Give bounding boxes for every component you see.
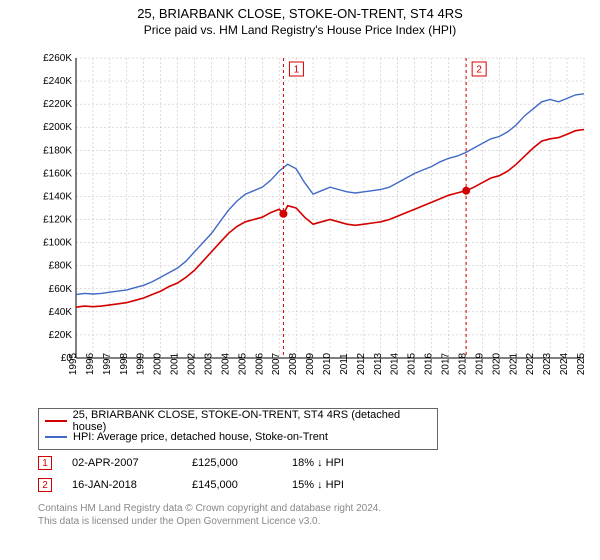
chart-subtitle: Price paid vs. HM Land Registry's House … <box>0 23 600 37</box>
sale-price: £145,000 <box>192 479 292 491</box>
svg-text:1997: 1997 <box>102 352 113 375</box>
svg-text:2002: 2002 <box>187 352 198 375</box>
svg-text:1996: 1996 <box>85 352 96 375</box>
svg-text:2019: 2019 <box>474 352 485 375</box>
legend-label: 25, BRIARBANK CLOSE, STOKE-ON-TRENT, ST4… <box>73 409 431 433</box>
sale-date: 16-JAN-2018 <box>72 479 192 491</box>
svg-text:2020: 2020 <box>491 352 502 375</box>
legend: 25, BRIARBANK CLOSE, STOKE-ON-TRENT, ST4… <box>38 408 438 450</box>
svg-text:1998: 1998 <box>119 352 130 375</box>
svg-text:2009: 2009 <box>305 352 316 375</box>
svg-text:1995: 1995 <box>68 352 79 375</box>
svg-text:2010: 2010 <box>322 352 333 375</box>
svg-text:2025: 2025 <box>576 352 587 375</box>
svg-text:2015: 2015 <box>407 352 418 375</box>
svg-text:£140K: £140K <box>43 191 72 202</box>
svg-text:2: 2 <box>476 65 482 76</box>
svg-text:£100K: £100K <box>43 238 72 249</box>
svg-text:2016: 2016 <box>424 352 435 375</box>
svg-text:£120K: £120K <box>43 215 72 226</box>
svg-text:2004: 2004 <box>220 352 231 375</box>
svg-text:2021: 2021 <box>508 352 519 375</box>
chart-title: 25, BRIARBANK CLOSE, STOKE-ON-TRENT, ST4… <box>0 6 600 21</box>
sale-hpi-delta: 15% ↓ HPI <box>292 479 412 491</box>
svg-text:£260K: £260K <box>43 53 72 64</box>
chart-title-block: 25, BRIARBANK CLOSE, STOKE-ON-TRENT, ST4… <box>0 0 600 37</box>
svg-text:2014: 2014 <box>390 352 401 375</box>
svg-text:2006: 2006 <box>254 352 265 375</box>
legend-label: HPI: Average price, detached house, Stok… <box>73 431 328 443</box>
svg-text:£20K: £20K <box>49 330 73 341</box>
svg-text:2024: 2024 <box>559 352 570 375</box>
sale-date: 02-APR-2007 <box>72 457 192 469</box>
svg-text:2001: 2001 <box>170 352 181 375</box>
svg-text:2003: 2003 <box>203 352 214 375</box>
svg-text:2017: 2017 <box>441 352 452 375</box>
sale-row: 1 02-APR-2007£125,00018% ↓ HPI <box>38 452 558 474</box>
svg-text:£200K: £200K <box>43 122 72 133</box>
svg-text:2008: 2008 <box>288 352 299 375</box>
sale-marker: 2 <box>38 478 52 492</box>
footer-line1: Contains HM Land Registry data © Crown c… <box>38 502 381 515</box>
sale-events-table: 1 02-APR-2007£125,00018% ↓ HPI 2 16-JAN-201… <box>38 452 558 496</box>
svg-text:2005: 2005 <box>237 352 248 375</box>
legend-item: 25, BRIARBANK CLOSE, STOKE-ON-TRENT, ST4… <box>45 413 431 429</box>
svg-text:2007: 2007 <box>271 352 282 375</box>
svg-text:2011: 2011 <box>339 353 350 375</box>
svg-text:2000: 2000 <box>153 352 164 375</box>
svg-text:2023: 2023 <box>542 352 553 375</box>
legend-swatch <box>45 420 67 422</box>
svg-text:£220K: £220K <box>43 99 72 110</box>
legend-swatch <box>45 436 67 438</box>
svg-text:2018: 2018 <box>457 352 468 375</box>
sale-hpi-delta: 18% ↓ HPI <box>292 457 412 469</box>
svg-text:£40K: £40K <box>49 307 73 318</box>
svg-text:1999: 1999 <box>136 352 147 375</box>
svg-text:£240K: £240K <box>43 76 72 87</box>
svg-text:£60K: £60K <box>49 284 73 295</box>
svg-text:1: 1 <box>294 65 300 76</box>
sale-row: 2 16-JAN-2018£145,00015% ↓ HPI <box>38 474 558 496</box>
svg-text:£80K: £80K <box>49 261 73 272</box>
price-chart: £0£20K£40K£60K£80K£100K£120K£140K£160K£1… <box>38 50 588 390</box>
footer-line2: This data is licensed under the Open Gov… <box>38 515 381 528</box>
sale-marker: 1 <box>38 456 52 470</box>
svg-text:2022: 2022 <box>525 352 536 375</box>
chart-svg: £0£20K£40K£60K£80K£100K£120K£140K£160K£1… <box>38 50 588 390</box>
footer-attribution: Contains HM Land Registry data © Crown c… <box>38 502 381 528</box>
svg-text:£180K: £180K <box>43 145 72 156</box>
svg-text:£160K: £160K <box>43 168 72 179</box>
svg-text:2013: 2013 <box>373 352 384 375</box>
sale-price: £125,000 <box>192 457 292 469</box>
svg-text:2012: 2012 <box>356 352 367 375</box>
